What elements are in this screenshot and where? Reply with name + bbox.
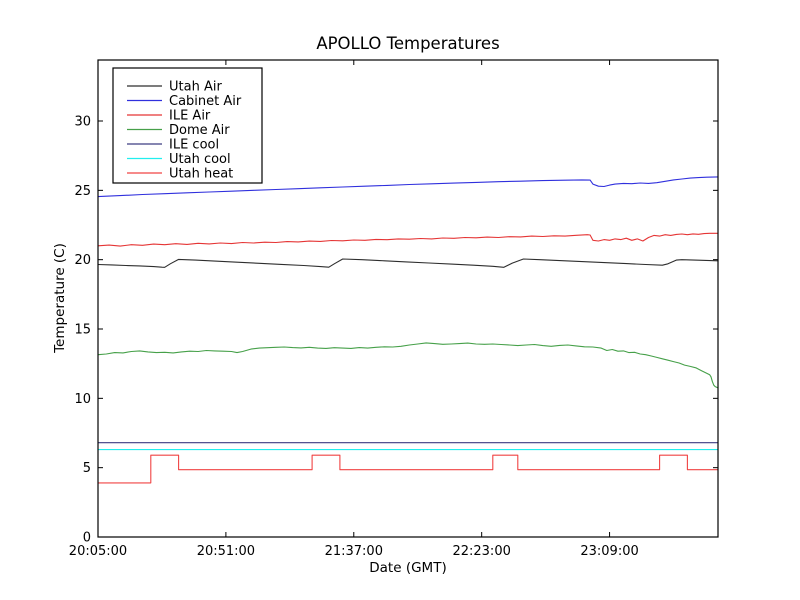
y-axis-label: Temperature (C) (52, 243, 68, 354)
x-tick-label: 23:09:00 (580, 544, 638, 559)
x-tick-label: 21:37:00 (325, 544, 383, 559)
y-tick-label: 15 (74, 323, 91, 338)
series-cabinet-air (97, 176, 719, 198)
legend-label-dome-air: Dome Air (169, 123, 230, 138)
legend-box (112, 67, 263, 184)
series-ile-air (97, 232, 718, 247)
x-tick-label: 20:05:00 (69, 544, 127, 559)
x-tick-label: 20:51:00 (197, 544, 255, 559)
legend-label-utah-heat: Utah heat (169, 167, 233, 182)
legend-label-ile-air: ILE Air (169, 109, 211, 124)
series-dome-air (97, 342, 719, 389)
legend-label-utah-cool: Utah cool (169, 152, 231, 167)
y-tick-label: 0 (83, 531, 91, 546)
legend-label-utah-air: Utah Air (169, 80, 222, 95)
series-utah-air (97, 258, 719, 268)
y-tick-label: 25 (74, 184, 91, 199)
legend-label-cabinet-air: Cabinet Air (169, 94, 242, 109)
y-tick-label: 30 (74, 115, 91, 130)
y-tick-label: 10 (74, 392, 91, 407)
x-tick-label: 22:23:00 (452, 544, 510, 559)
legend-label-ile-cool: ILE cool (169, 138, 219, 153)
series-utah-heat (98, 454, 718, 484)
plot-frame (97, 59, 719, 538)
plot-area: 20:05:00 20:51:00 21:37:00 22:23:00 23:09:00… (69, 59, 719, 559)
y-tick-label: 20 (74, 253, 91, 268)
y-tick-label: 5 (83, 461, 91, 476)
x-axis-label: Date (GMT) (369, 560, 446, 576)
chart-title: APOLLO Temperatures (316, 34, 499, 53)
